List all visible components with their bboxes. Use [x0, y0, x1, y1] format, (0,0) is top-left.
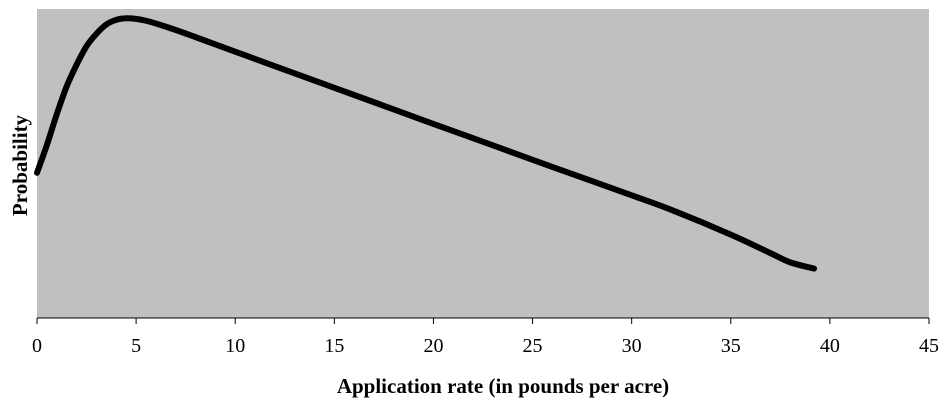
y-axis-label: Probability: [8, 114, 32, 216]
x-tick-label: 30: [622, 335, 642, 357]
x-tick-label: 40: [820, 335, 840, 357]
plot-area: [37, 9, 929, 318]
x-tick-label: 10: [225, 335, 245, 357]
x-tick-label: 20: [423, 335, 443, 357]
x-axis-ticks: 0 5 10 15 20 25 30 35 40 45: [32, 318, 939, 357]
series-line-0: [34, 15, 818, 272]
series-layer: [34, 15, 818, 272]
x-tick-label: 5: [131, 335, 141, 357]
x-tick-label: 45: [919, 335, 939, 357]
x-tick-label: 15: [324, 335, 344, 357]
x-tick-label: 0: [32, 335, 42, 357]
x-tick-label: 35: [721, 335, 741, 357]
x-tick-label: 25: [523, 335, 543, 357]
x-axis-label: Application rate (in pounds per acre): [337, 374, 669, 398]
